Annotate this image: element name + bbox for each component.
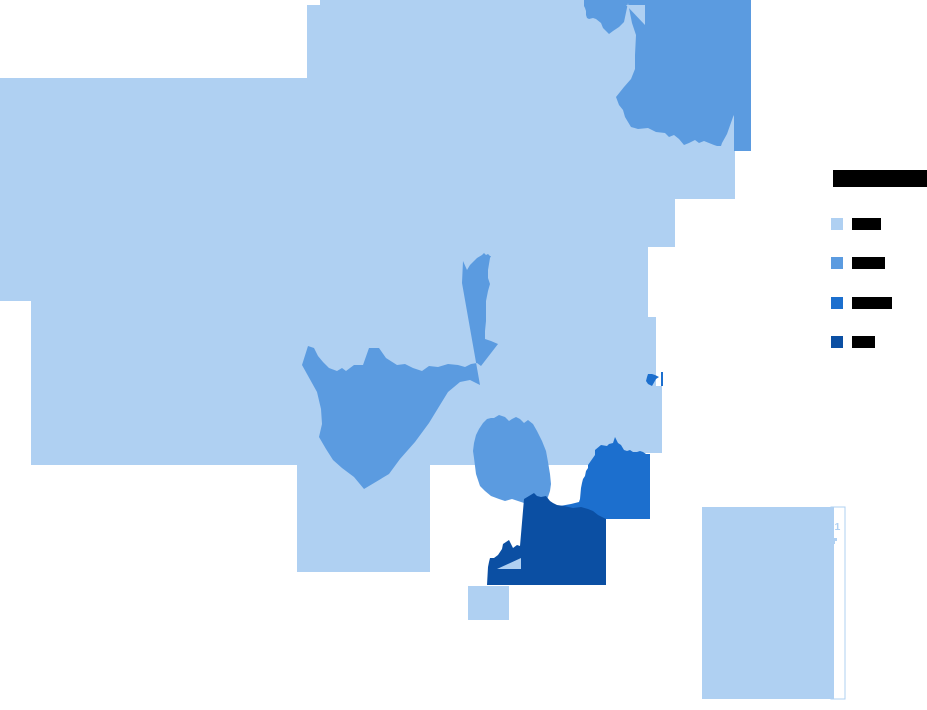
svg-text:1: 1 bbox=[835, 521, 841, 533]
